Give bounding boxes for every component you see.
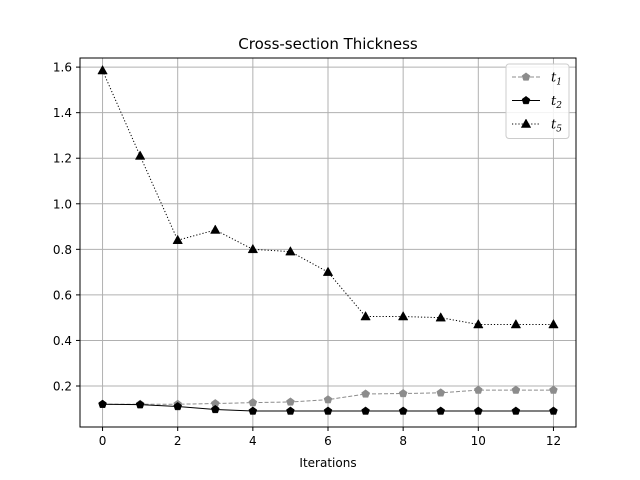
data-point-t1 bbox=[398, 389, 408, 398]
legend-marker bbox=[521, 72, 531, 81]
data-point-t5 bbox=[210, 224, 221, 234]
legend-label-base: t bbox=[551, 118, 557, 133]
series-t1 bbox=[98, 385, 558, 408]
data-point-t5 bbox=[548, 318, 559, 329]
x-tick-label: 8 bbox=[399, 434, 407, 448]
data-point-t2 bbox=[135, 400, 145, 409]
data-point-t5 bbox=[247, 243, 259, 254]
data-point-t5 bbox=[322, 266, 334, 276]
data-point-t1 bbox=[323, 395, 333, 404]
data-point-t2 bbox=[248, 406, 258, 415]
legend-box bbox=[505, 63, 570, 139]
data-point-t2 bbox=[286, 406, 295, 415]
data-point-t1 bbox=[248, 398, 258, 407]
data-point-t1 bbox=[286, 397, 295, 406]
series-t2 bbox=[98, 399, 558, 415]
data-point-t2 bbox=[474, 406, 483, 415]
y-tick-label: 0.8 bbox=[53, 243, 72, 257]
y-tick-label: 0.2 bbox=[53, 380, 72, 394]
data-point-t5 bbox=[435, 312, 446, 322]
grid-lines bbox=[80, 58, 576, 427]
y-tick-label: 1.0 bbox=[53, 197, 72, 211]
x-tick-label: 0 bbox=[99, 434, 107, 448]
legend-label: t2 bbox=[551, 94, 562, 111]
legend-item-t2: t2 bbox=[512, 94, 562, 111]
data-point-t2 bbox=[173, 401, 182, 411]
y-tick-label: 0.4 bbox=[53, 334, 72, 348]
y-tick-label: 1.2 bbox=[53, 152, 72, 166]
y-axis: 0.2 0.4 0.6 0.8 1.0 1.2 1.4 1.6 bbox=[53, 61, 80, 394]
data-point-t1 bbox=[436, 388, 446, 397]
data-point-t1 bbox=[361, 389, 370, 398]
data-point-t2 bbox=[511, 406, 521, 415]
legend-label-sub: 1 bbox=[556, 78, 562, 88]
data-point-t5 bbox=[397, 311, 409, 321]
x-tick-label: 6 bbox=[324, 434, 332, 448]
y-tick-label: 1.4 bbox=[53, 106, 72, 120]
x-tick-label: 4 bbox=[249, 434, 257, 448]
data-point-t5 bbox=[510, 318, 522, 329]
x-tick-label: 2 bbox=[174, 434, 182, 448]
data-point-t5 bbox=[285, 246, 296, 256]
data-point-t5 bbox=[473, 318, 484, 329]
legend-label: t5 bbox=[551, 118, 562, 135]
legend-item-t5: t5 bbox=[512, 118, 562, 135]
legend-label: t1 bbox=[551, 71, 562, 88]
legend-label-base: t bbox=[551, 94, 557, 109]
legend-item-t1: t1 bbox=[512, 71, 562, 88]
x-tick-label: 12 bbox=[546, 434, 561, 448]
y-tick-label: 1.6 bbox=[53, 61, 72, 75]
legend-label-base: t bbox=[551, 71, 557, 86]
data-point-t2 bbox=[436, 406, 446, 415]
data-point-t1 bbox=[511, 385, 521, 394]
chart-title: Cross-section Thickness bbox=[238, 35, 418, 53]
series-layer bbox=[97, 65, 559, 415]
data-point-t5 bbox=[134, 150, 146, 160]
legend-label-sub: 5 bbox=[556, 125, 562, 135]
data-point-t2 bbox=[361, 406, 370, 415]
x-tick-label: 10 bbox=[471, 434, 486, 448]
data-point-t5 bbox=[172, 234, 183, 244]
data-point-t2 bbox=[98, 399, 107, 408]
legend-marker bbox=[520, 118, 532, 128]
legend-label-sub: 2 bbox=[555, 101, 562, 111]
data-point-t1 bbox=[474, 385, 483, 394]
y-tick-label: 0.6 bbox=[53, 288, 72, 302]
legend-marker bbox=[521, 95, 531, 105]
data-point-t2 bbox=[549, 406, 558, 415]
data-point-t1 bbox=[549, 385, 558, 394]
data-point-t5 bbox=[97, 65, 108, 75]
data-point-t5 bbox=[360, 311, 371, 321]
series-t5 bbox=[97, 65, 559, 329]
data-point-t2 bbox=[323, 406, 333, 415]
x-axis: 0 2 4 6 8 10 12 bbox=[99, 427, 561, 448]
data-point-t2 bbox=[398, 406, 408, 415]
data-point-t2 bbox=[210, 404, 220, 414]
x-axis-label: Iterations bbox=[299, 456, 356, 470]
